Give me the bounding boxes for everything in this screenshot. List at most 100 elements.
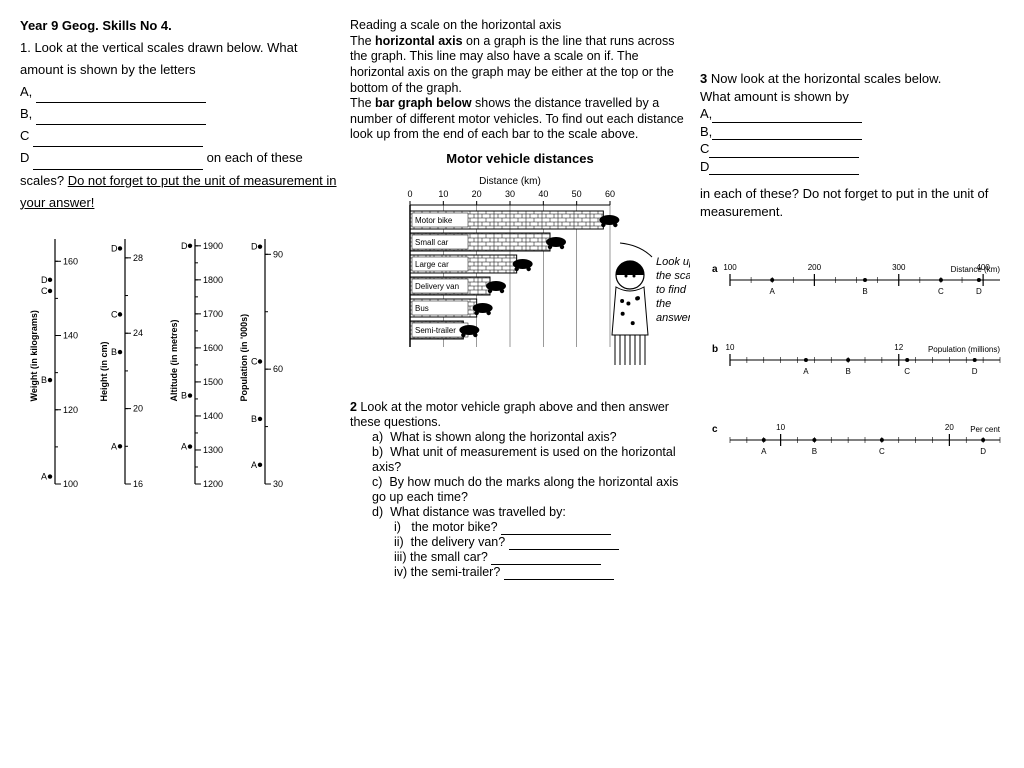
svg-text:1300: 1300 xyxy=(203,445,223,455)
q2d1: the motor bike? xyxy=(411,520,497,534)
chart-title: Motor vehicle distances xyxy=(350,151,690,166)
svg-text:B: B xyxy=(812,447,817,456)
svg-text:B: B xyxy=(41,375,47,385)
svg-text:A: A xyxy=(770,287,776,296)
svg-text:Delivery van: Delivery van xyxy=(415,282,459,291)
q3-tail: in each of these? Do not forget to put i… xyxy=(700,185,1020,220)
svg-text:50: 50 xyxy=(572,189,582,199)
svg-text:the scale: the scale xyxy=(656,270,690,282)
svg-text:28: 28 xyxy=(133,253,143,263)
q2d2: the delivery van? xyxy=(411,535,506,549)
blank-3A[interactable] xyxy=(712,112,862,123)
q1-tail2: Do not forget to put the unit of measure… xyxy=(20,173,337,210)
blank-d4[interactable] xyxy=(504,569,614,580)
svg-text:B: B xyxy=(862,287,867,296)
svg-text:D: D xyxy=(181,241,188,251)
blank-C[interactable] xyxy=(33,134,203,147)
blank-A[interactable] xyxy=(36,90,206,103)
svg-text:D: D xyxy=(980,447,986,456)
svg-text:A: A xyxy=(181,441,187,451)
q3-block: 3 Now look at the horizontal scales belo… xyxy=(700,70,1020,220)
svg-text:300: 300 xyxy=(892,263,906,272)
right-column: 3 Now look at the horizontal scales belo… xyxy=(700,18,1020,750)
svg-text:B: B xyxy=(845,367,850,376)
svg-text:120: 120 xyxy=(63,405,78,415)
svg-text:Small car: Small car xyxy=(415,238,449,247)
q2b: What unit of measurement is used on the … xyxy=(372,445,676,474)
svg-text:A: A xyxy=(111,441,117,451)
svg-text:400: 400 xyxy=(976,263,990,272)
svg-text:A: A xyxy=(251,460,257,470)
svg-text:24: 24 xyxy=(133,328,143,338)
svg-text:A: A xyxy=(761,447,767,456)
svg-text:140: 140 xyxy=(63,330,78,340)
blank-D[interactable] xyxy=(33,157,203,170)
q2c: By how much do the marks along the horiz… xyxy=(372,475,678,504)
mid-h1: Reading a scale on the horizontal axis xyxy=(350,18,561,32)
svg-text:1500: 1500 xyxy=(203,377,223,387)
q2-intro: Look at the motor vehicle graph above an… xyxy=(350,400,669,429)
svg-text:20: 20 xyxy=(472,189,482,199)
svg-text:Large car: Large car xyxy=(415,260,449,269)
mid-p1c: horizontal axis xyxy=(375,34,463,48)
svg-text:1700: 1700 xyxy=(203,309,223,319)
mid-p2a: The xyxy=(350,96,375,110)
svg-text:1400: 1400 xyxy=(203,411,223,421)
q2-block: 2 Look at the motor vehicle graph above … xyxy=(350,400,690,580)
svg-text:Per cent: Per cent xyxy=(970,425,1001,434)
svg-text:Population (in '000s): Population (in '000s) xyxy=(239,314,249,402)
svg-text:1600: 1600 xyxy=(203,343,223,353)
blank-B[interactable] xyxy=(36,112,206,125)
svg-text:C: C xyxy=(41,286,48,296)
blank-3B[interactable] xyxy=(712,129,862,140)
svg-text:10: 10 xyxy=(726,343,735,352)
mid-p1b: The xyxy=(350,34,375,48)
q3-intro2: Now look at the horizontal scales below. xyxy=(707,71,941,86)
svg-text:D: D xyxy=(251,241,258,251)
mid-p2b: bar graph below xyxy=(375,96,472,110)
blank-3C[interactable] xyxy=(709,147,859,158)
svg-text:100: 100 xyxy=(63,479,78,489)
svg-text:B: B xyxy=(251,414,257,424)
svg-text:D: D xyxy=(111,243,118,253)
motor-vehicle-chart: Distance (km)0102030405060Motor bikeSmal… xyxy=(350,170,690,400)
svg-text:Altitude (in metres): Altitude (in metres) xyxy=(169,319,179,401)
svg-text:Look up at: Look up at xyxy=(656,256,690,268)
blank-3D[interactable] xyxy=(709,164,859,175)
svg-text:10: 10 xyxy=(776,423,785,432)
svg-text:D: D xyxy=(41,275,48,285)
svg-text:the: the xyxy=(656,298,671,310)
svg-text:1800: 1800 xyxy=(203,275,223,285)
svg-text:A: A xyxy=(41,471,47,481)
svg-text:B: B xyxy=(181,390,187,400)
q2d: What distance was travelled by: xyxy=(390,505,566,519)
horizontal-axis-explainer: Reading a scale on the horizontal axis T… xyxy=(350,18,690,143)
svg-text:answer.: answer. xyxy=(656,312,690,324)
blank-d3[interactable] xyxy=(491,554,601,565)
q1-text: 1. Look at the vertical scales drawn bel… xyxy=(20,37,340,214)
q2d3: the small car? xyxy=(410,550,488,564)
svg-text:90: 90 xyxy=(273,249,283,259)
svg-text:160: 160 xyxy=(63,256,78,266)
middle-column: Reading a scale on the horizontal axis T… xyxy=(350,18,690,750)
q2d4: the semi-trailer? xyxy=(411,565,501,579)
svg-text:12: 12 xyxy=(894,343,903,352)
svg-text:Height (in cm): Height (in cm) xyxy=(99,341,109,401)
q2-num: 2 xyxy=(350,400,357,414)
svg-text:Population (millions): Population (millions) xyxy=(928,345,1000,354)
q3-intro3: What amount is shown by xyxy=(700,89,849,104)
svg-text:30: 30 xyxy=(505,189,515,199)
blank-d1[interactable] xyxy=(501,524,611,535)
q2a: What is shown along the horizontal axis? xyxy=(390,430,617,444)
svg-text:60: 60 xyxy=(605,189,615,199)
blank-d2[interactable] xyxy=(509,539,619,550)
svg-text:60: 60 xyxy=(273,364,283,374)
svg-text:Bus: Bus xyxy=(415,304,429,313)
svg-text:100: 100 xyxy=(723,263,737,272)
horizontal-scales-figure: aDistance (km)100200300400ABCDbPopulatio… xyxy=(700,250,1020,510)
svg-text:b: b xyxy=(712,344,718,355)
left-column: Year 9 Geog. Skills No 4. 1. Look at the… xyxy=(20,18,340,750)
svg-text:Weight (in kilograms): Weight (in kilograms) xyxy=(29,310,39,401)
svg-text:Semi-trailer: Semi-trailer xyxy=(415,326,456,335)
svg-text:D: D xyxy=(972,367,978,376)
